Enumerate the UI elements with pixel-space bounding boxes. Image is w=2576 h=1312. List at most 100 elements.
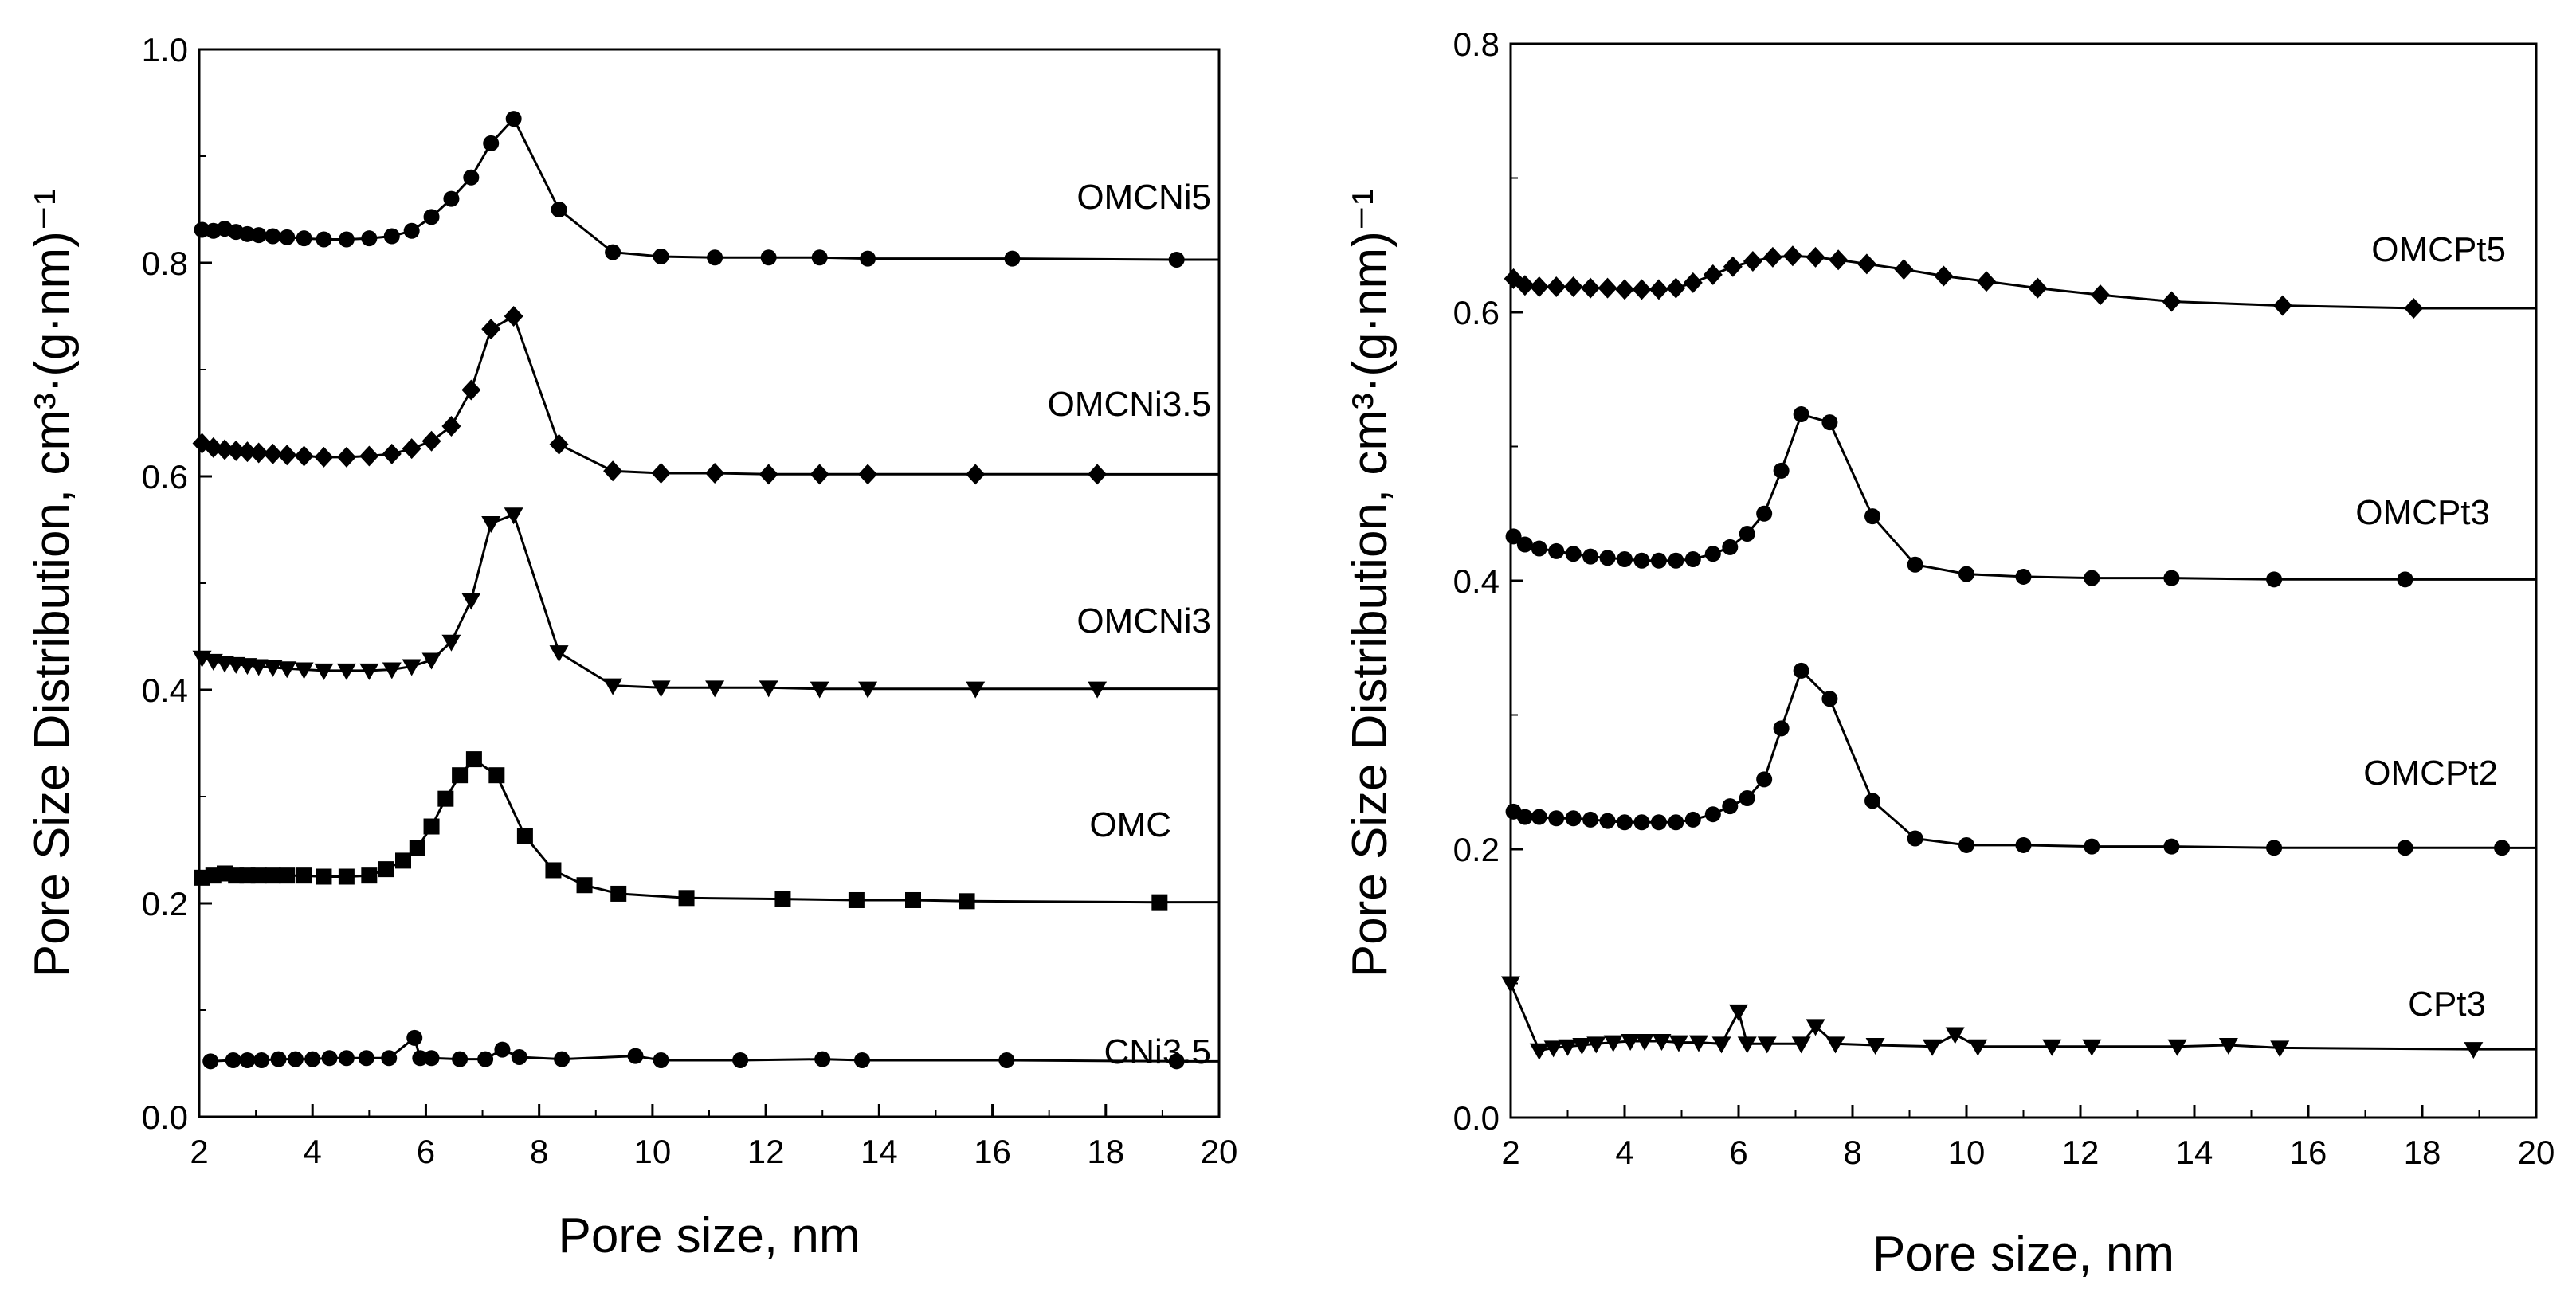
data-point (2270, 1040, 2290, 1058)
data-point (421, 430, 441, 452)
data-point (811, 249, 828, 266)
data-point (2266, 840, 2283, 856)
series-OMCPt2: OMCPt2 (1505, 662, 2536, 856)
data-point (1729, 1004, 1748, 1021)
data-point (1547, 276, 1566, 297)
x-axis-title: Pore size, nm (1872, 1227, 2174, 1282)
y-tick-label: 0.6 (1453, 294, 1500, 331)
y-tick-label: 0.2 (142, 885, 188, 922)
data-point (1791, 1036, 1811, 1054)
data-point (1907, 556, 1923, 573)
data-point (1668, 814, 1684, 831)
x-tick-label: 10 (634, 1133, 672, 1170)
data-point (1599, 550, 1616, 566)
data-point (296, 230, 312, 247)
data-point (1737, 1036, 1757, 1054)
x-tick-label: 16 (974, 1133, 1011, 1170)
data-point (2163, 838, 2180, 855)
data-point (759, 464, 778, 485)
data-point (265, 867, 281, 884)
data-point (382, 443, 402, 464)
data-point (732, 1052, 749, 1068)
data-point (959, 893, 975, 910)
chart-panel-2: 2 4 6 8 10 12 14 16 18 20 0.0 0.2 0.4 0.6 0.8 Pore size… (1343, 25, 2554, 1282)
data-point (1703, 264, 1723, 285)
data-point (483, 135, 500, 151)
series-label: OMCNi5 (1076, 178, 1211, 217)
data-point (1650, 814, 1667, 831)
data-point (610, 885, 627, 902)
data-point (336, 663, 356, 680)
data-point (421, 652, 441, 670)
data-point (1558, 1039, 1578, 1056)
data-point (651, 462, 671, 484)
data-point (554, 1051, 570, 1067)
x-tick-label: 14 (2176, 1134, 2213, 1171)
data-point (2015, 836, 2032, 853)
x-tick-label: 16 (2290, 1134, 2327, 1171)
data-point (338, 1050, 355, 1067)
data-point (253, 1052, 270, 1068)
series-label: OMCNi3.5 (1048, 385, 1211, 424)
x-tick-label: 2 (1501, 1134, 1519, 1171)
data-point (441, 416, 461, 437)
data-point (1649, 279, 1668, 300)
data-point (1635, 1033, 1655, 1051)
series-OMCNi3: OMCNi3 (192, 507, 1219, 699)
data-point (461, 593, 481, 610)
data-point (314, 663, 334, 680)
data-point (294, 445, 314, 467)
y-tick-label: 1.0 (142, 31, 188, 69)
data-point (1864, 508, 1881, 525)
series-label: OMCNi3 (1076, 601, 1211, 640)
x-tick-label: 8 (1843, 1134, 1861, 1171)
data-point (504, 507, 523, 525)
data-point (1603, 1035, 1623, 1052)
data-point (402, 659, 421, 676)
y-tick-label: 0.6 (142, 458, 188, 495)
data-point (653, 1052, 669, 1068)
data-point (1586, 1036, 1606, 1054)
series-label: OMCPt2 (2363, 754, 2498, 793)
x-tick-label: 12 (747, 1133, 785, 1170)
data-point (250, 867, 267, 884)
data-point (1529, 1043, 1549, 1060)
series-line (202, 314, 1098, 476)
data-point (1684, 811, 1701, 828)
x-axis-title: Pore size, nm (558, 1208, 860, 1263)
x-tick-label: 18 (2404, 1134, 2441, 1171)
x-tick-label: 18 (1087, 1133, 1124, 1170)
data-point (423, 1050, 440, 1067)
data-point (1723, 256, 1743, 277)
data-point (516, 828, 533, 844)
data-point (1621, 1033, 1641, 1051)
series-line (1512, 668, 2503, 849)
data-point (651, 680, 671, 698)
data-point (250, 227, 267, 244)
data-point (481, 319, 501, 340)
data-point (279, 867, 296, 884)
series-CNi3.5: CNi3.5 (202, 1029, 1219, 1071)
data-point (494, 1041, 511, 1058)
data-point (296, 867, 312, 884)
data-point (437, 790, 454, 807)
data-point (504, 306, 523, 327)
data-point (1088, 464, 1108, 485)
data-point (1756, 505, 1773, 522)
series-label: OMCPt5 (2371, 230, 2506, 269)
data-point (277, 445, 297, 466)
series-label: CNi3.5 (1104, 1032, 1212, 1071)
data-point (1688, 1035, 1708, 1052)
data-point (1582, 548, 1599, 565)
data-point (759, 680, 778, 698)
series-CPt3: CPt3 (1501, 976, 2536, 1060)
data-point (1722, 798, 1739, 815)
data-point (1722, 539, 1739, 555)
data-point (294, 662, 314, 679)
data-point (361, 867, 378, 884)
data-point (239, 1052, 256, 1068)
series-label: OMCPt3 (2355, 493, 2490, 532)
x-tick-label: 4 (304, 1133, 322, 1170)
data-point (1531, 809, 1547, 825)
